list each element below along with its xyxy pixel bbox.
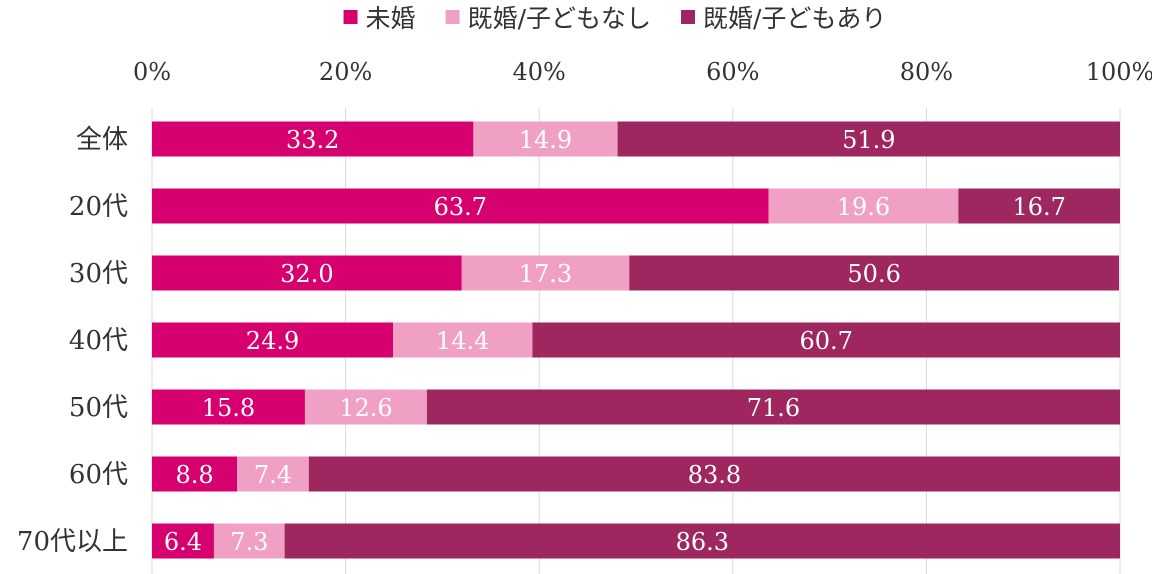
legend-swatch: [681, 10, 696, 24]
data-label: 14.4: [436, 327, 489, 355]
x-axis-ticks: 0% 20% 40% 60% 80% 100%: [133, 58, 1152, 86]
bar-segment: [152, 255, 462, 291]
bar-segment: [237, 456, 309, 492]
bar-segment: [532, 322, 1120, 358]
bar-segment: [426, 389, 1120, 425]
bar-segment: [213, 523, 285, 559]
bar-segment: [393, 322, 533, 358]
x-tick-label: 40%: [513, 58, 566, 86]
legend-label: 未婚: [366, 4, 416, 33]
x-tick-label: 0%: [133, 58, 171, 86]
x-tick-label: 20%: [319, 58, 372, 86]
bar-segment: [768, 188, 959, 224]
bar-segment: [152, 188, 769, 224]
data-label: 8.8: [176, 461, 214, 489]
data-label: 14.9: [519, 126, 572, 154]
bar-row: 15.8 12.6 71.6: [152, 389, 1120, 425]
bar-row: 33.2 14.9 51.9: [152, 121, 1120, 157]
bar-segment: [629, 255, 1120, 291]
x-tick-label: 100%: [1086, 58, 1152, 86]
bars: 33.2 14.9 51.9 63.7 19.6 16.7 32.0 17.3 50.6 24.9…: [152, 121, 1121, 559]
legend-label: 既婚/子どもあり: [703, 4, 886, 33]
bar-row: 8.8 7.4 83.8: [152, 456, 1120, 492]
legend-label: 既婚/子どもなし: [468, 4, 651, 33]
bar-row: 24.9 14.4 60.7: [152, 322, 1120, 358]
data-label: 19.6: [837, 193, 890, 221]
bar-segment: [304, 389, 427, 425]
data-label: 71.6: [747, 394, 800, 422]
category-label: 60代: [69, 460, 128, 490]
data-label: 60.7: [799, 327, 852, 355]
category-label: 50代: [69, 393, 128, 423]
data-label: 16.7: [1012, 193, 1065, 221]
bar-segment: [308, 456, 1120, 492]
data-label: 50.6: [847, 260, 900, 288]
data-label: 24.9: [246, 327, 299, 355]
data-label: 86.3: [676, 528, 729, 556]
data-label: 32.0: [280, 260, 333, 288]
data-label: 33.2: [286, 126, 339, 154]
data-label: 15.8: [202, 394, 255, 422]
category-label: 20代: [69, 192, 128, 222]
bar-row: 63.7 19.6 16.7: [152, 188, 1120, 224]
category-label: 全体: [76, 125, 128, 155]
bar-row: 32.0 17.3 50.6: [152, 255, 1120, 291]
bar-segment: [473, 121, 618, 157]
data-label: 51.9: [842, 126, 895, 154]
legend: 未婚 既婚/子どもなし 既婚/子どもあり: [343, 4, 886, 33]
bar-row: 6.4 7.3 86.3: [152, 523, 1121, 559]
data-label: 17.3: [519, 260, 572, 288]
data-label: 83.8: [688, 461, 741, 489]
bar-segment: [152, 456, 238, 492]
category-label: 70代以上: [17, 527, 128, 557]
bar-segment: [617, 121, 1120, 157]
data-label: 12.6: [339, 394, 392, 422]
bar-segment: [152, 389, 305, 425]
bar-segment: [152, 322, 394, 358]
data-label: 6.4: [164, 528, 202, 556]
legend-swatch: [343, 10, 358, 24]
bar-segment: [461, 255, 630, 291]
category-label: 40代: [69, 326, 128, 356]
category-label: 30代: [69, 259, 128, 289]
data-label: 7.3: [230, 528, 268, 556]
legend-swatch: [445, 10, 460, 24]
data-label: 7.4: [254, 461, 292, 489]
bar-segment: [284, 523, 1121, 559]
bar-segment: [152, 121, 474, 157]
bar-segment: [958, 188, 1120, 224]
x-tick-label: 80%: [900, 58, 953, 86]
bar-segment: [152, 523, 214, 559]
data-label: 63.7: [434, 193, 487, 221]
x-tick-label: 60%: [706, 58, 759, 86]
category-labels: 全体 20代 30代 40代 50代 60代 70代以上: [17, 125, 128, 557]
